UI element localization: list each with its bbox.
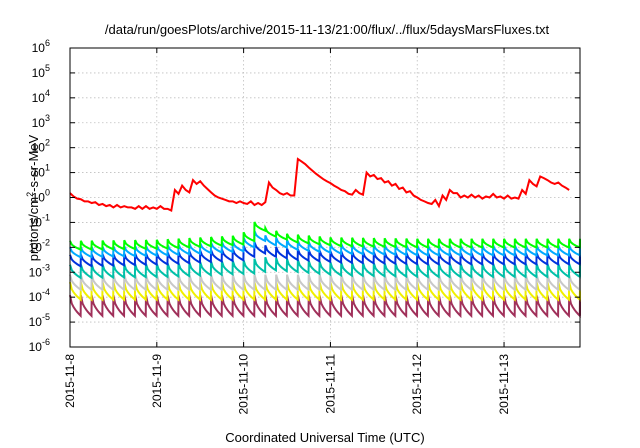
y-tick-label-base: 10	[32, 116, 46, 130]
y-tick-label: 102	[32, 138, 50, 155]
y-tick-label-exp: -1	[42, 212, 50, 222]
y-tick-label-base: 10	[29, 265, 43, 279]
y-axis-label-sup: 2	[25, 192, 35, 197]
y-tick-label-base: 10	[29, 215, 43, 229]
y-tick-label-base: 10	[32, 166, 46, 180]
y-tick-label-exp: 3	[45, 113, 50, 123]
series-line	[69, 157, 570, 212]
x-axis: 2015-11-8 2015-11-9 2015-11-10 2015-11-11 20…	[63, 48, 511, 415]
y-tick-label-base: 10	[29, 315, 43, 329]
y-tick-label: 105	[32, 63, 50, 80]
y-tick-label-base: 10	[32, 91, 46, 105]
chart-title: /data/run/goesPlots/archive/2015-11-13/2…	[105, 22, 550, 37]
x-tick-label: 2015-11-12	[410, 354, 424, 415]
series-group	[69, 157, 581, 319]
y-axis-label-rest: -s-sr-MeV	[26, 134, 41, 191]
y-tick-label-exp: 1	[45, 163, 50, 173]
y-tick-label-base: 10	[29, 240, 43, 254]
x-tick-label: 2015-11-13	[497, 354, 511, 415]
y-axis: 10-610-510-410-310-210-11001011021031041…	[29, 38, 580, 354]
x-tick-label: 2015-11-8	[63, 354, 77, 408]
y-tick-label-base: 10	[29, 340, 43, 354]
x-axis-label: Coordinated Universal Time (UTC)	[225, 430, 424, 445]
y-tick-label-exp: 5	[45, 63, 50, 73]
x-tick-label: 2015-11-10	[237, 354, 251, 415]
y-axis-label-base: protons/cm	[26, 197, 41, 261]
x-tick-label: 2015-11-9	[150, 354, 164, 408]
y-tick-label: 10-5	[29, 312, 50, 329]
y-tick-label-exp: -3	[42, 262, 50, 272]
y-tick-label-exp: -6	[42, 337, 50, 347]
y-tick-label-base: 10	[32, 66, 46, 80]
x-tick-label: 2015-11-11	[323, 354, 337, 414]
y-tick-label-exp: 2	[45, 138, 50, 148]
y-tick-label: 104	[32, 88, 50, 105]
y-tick-label: 10-2	[29, 237, 50, 254]
y-tick-label-exp: -5	[42, 312, 50, 322]
y-tick-label: 103	[32, 113, 50, 130]
y-tick-label: 100	[32, 188, 50, 205]
y-tick-label: 10-1	[29, 212, 50, 229]
y-tick-label: 106	[32, 38, 50, 55]
y-tick-label-exp: -2	[42, 237, 50, 247]
y-tick-label-base: 10	[29, 290, 43, 304]
y-tick-label: 10-6	[29, 337, 50, 354]
y-tick-label: 101	[32, 163, 50, 180]
y-tick-label-base: 10	[32, 41, 46, 55]
y-axis-label: protons/cm2-s-sr-MeV	[25, 134, 41, 261]
y-tick-label-exp: 4	[45, 88, 50, 98]
series-line	[69, 221, 581, 252]
y-tick-label-base: 10	[32, 141, 46, 155]
series-line	[69, 256, 581, 280]
y-tick-label-base: 10	[32, 191, 46, 205]
y-tick-label-exp: -4	[42, 287, 50, 297]
y-tick-label-exp: 6	[45, 38, 50, 48]
y-tick-label-exp: 0	[45, 188, 50, 198]
y-tick-label: 10-4	[29, 287, 50, 304]
y-tick-label: 10-3	[29, 262, 50, 279]
